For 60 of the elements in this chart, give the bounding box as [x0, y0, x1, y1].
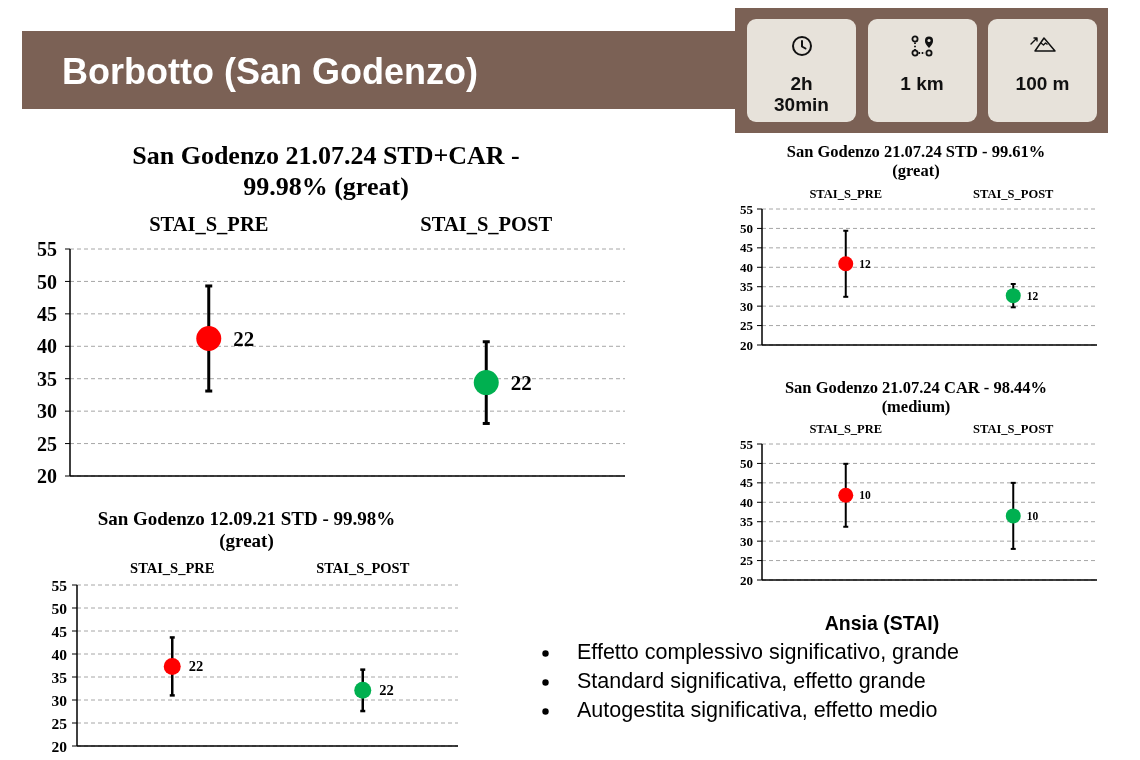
x-tick-label: STAI_S_PRE	[809, 422, 883, 436]
y-tick-label: 55	[37, 238, 57, 261]
y-tick-label: 55	[740, 201, 754, 217]
x-tick-label: STAI_S_POST	[420, 213, 553, 235]
text: 2h 30min	[773, 73, 830, 115]
y-tick-label: 50	[51, 599, 68, 617]
y-tick-label: 45	[740, 475, 754, 491]
y-tick-label: 45	[51, 622, 68, 640]
y-tick-label: 40	[51, 645, 68, 663]
y-tick-label: 25	[37, 432, 57, 455]
y-tick-label: 50	[740, 456, 753, 472]
text: 1 km	[899, 73, 945, 94]
y-tick-label: 20	[51, 737, 68, 755]
x-tick-label: STAI_S_POST	[973, 422, 1055, 436]
y-tick-label: 50	[37, 270, 57, 293]
y-tick-label: 30	[740, 298, 753, 314]
y-tick-label: 30	[740, 533, 753, 549]
text: Effetto complessivo significativo, grande	[577, 638, 960, 666]
y-tick-label: 40	[740, 259, 753, 275]
annotation: 12	[1026, 289, 1039, 302]
chart-title: San Godenzo 21.07.24 STD - 99.61% (great)	[785, 142, 1047, 180]
annotation: 22	[379, 682, 394, 699]
annotation: 12	[859, 257, 871, 270]
y-tick-label: 25	[740, 553, 754, 569]
x-tick-label: STAI_S_PRE	[149, 213, 269, 235]
y-tick-label: 30	[51, 691, 68, 709]
y-tick-label: 35	[740, 514, 754, 530]
text: 100 m	[1014, 73, 1071, 94]
chart-title: San Godenzo 21.07.24 CAR - 98.44% (medium)	[783, 378, 1049, 416]
y-tick-label: 25	[740, 318, 754, 334]
y-tick-label: 25	[51, 714, 68, 732]
text: Standard significativa, effetto grande	[577, 667, 926, 695]
x-tick-label: STAI_S_PRE	[130, 560, 215, 576]
chart-title: San Godenzo 21.07.24 STD+CAR - 99.98% (great)	[131, 140, 521, 202]
y-tick-label: 35	[37, 367, 57, 390]
y-tick-label: 50	[740, 221, 753, 237]
y-tick-label: 40	[37, 335, 57, 358]
y-tick-label: 20	[740, 337, 753, 353]
annotation: 22	[188, 658, 204, 675]
y-tick-label: 35	[740, 279, 754, 295]
y-tick-label: 35	[51, 668, 68, 686]
y-tick-label: 20	[740, 572, 753, 588]
y-tick-label: 55	[740, 436, 754, 452]
annotation: 22	[233, 326, 255, 351]
y-tick-label: 55	[51, 576, 68, 594]
y-tick-label: 45	[740, 240, 754, 256]
text: Ansia (STAI)	[823, 611, 941, 636]
x-tick-label: STAI_S_POST	[316, 560, 410, 576]
y-tick-label: 30	[37, 400, 57, 423]
chart-title: San Godenzo 12.09.21 STD - 99.98% (great)	[96, 508, 397, 552]
annotation: 10	[859, 489, 871, 502]
y-tick-label: 20	[37, 465, 57, 488]
text: Borbotto (San Godenzo)	[62, 50, 478, 94]
y-tick-label: 40	[740, 494, 753, 510]
y-tick-label: 45	[37, 302, 57, 325]
text: Autogestita significativa, effetto medio	[577, 696, 938, 724]
annotation: 22	[510, 370, 532, 395]
annotation: 10	[1026, 509, 1039, 522]
x-tick-label: STAI_S_PRE	[809, 187, 883, 201]
x-tick-label: STAI_S_POST	[973, 187, 1055, 201]
